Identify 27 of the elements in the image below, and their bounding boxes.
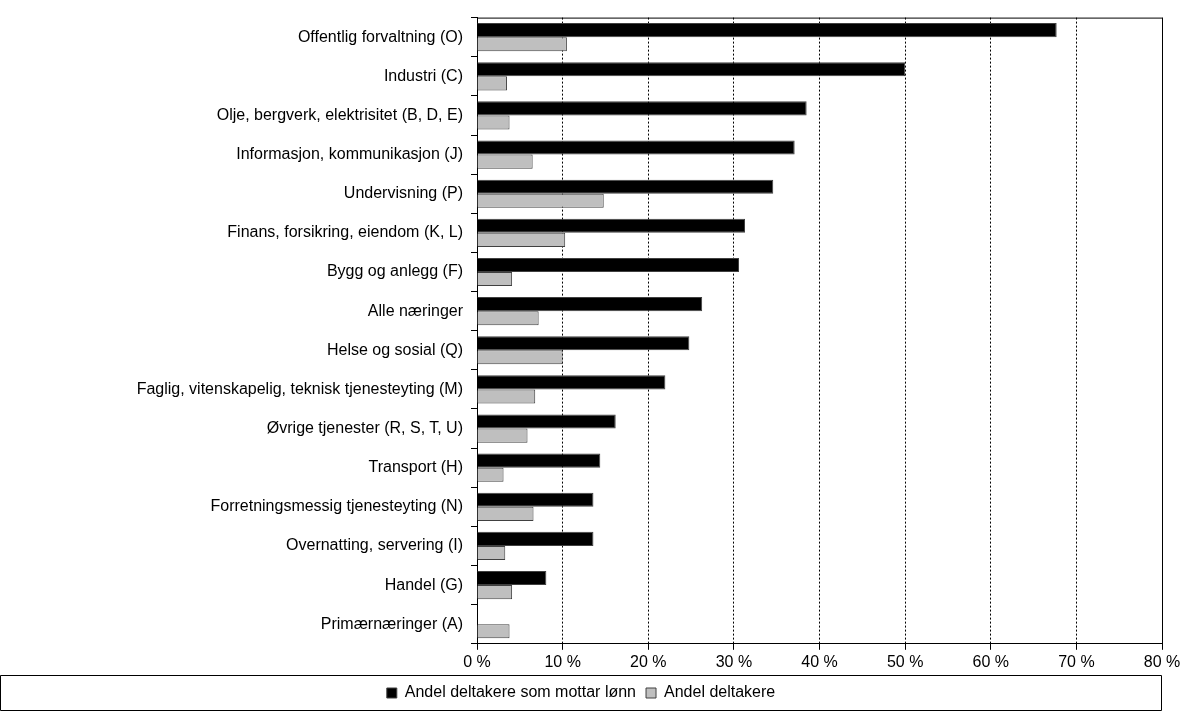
x-tick-label: 0 % [463, 652, 491, 670]
y-tick-label: Undervisning (P) [343, 184, 463, 202]
y-tick-label: Overnatting, servering (I) [286, 536, 463, 554]
x-tick-label: 40 % [801, 652, 838, 670]
legend-label: Andel deltakere [664, 683, 776, 701]
y-tick-label: Øvrige tjenester (R, S, T, U) [266, 418, 463, 436]
y-tick-label: Helse og sosial (Q) [326, 340, 463, 358]
y-tick-label: Alle næringer [367, 301, 464, 319]
x-tick-label: 80 % [1143, 652, 1181, 670]
x-tick-label: 50 % [886, 652, 924, 670]
y-tick-label: Handel (G) [384, 575, 463, 593]
x-tick-label: 10 % [544, 652, 581, 670]
y-tick-label: Forretningsmessig tjenesteyting (N) [210, 497, 463, 515]
y-tick-label: Faglig, vitenskapelig, teknisk tjenesteyting (M) [136, 379, 463, 397]
y-tick-label: Industri (C) [383, 66, 463, 84]
y-tick-label: Transport (H) [368, 458, 463, 476]
x-tick-label: 30 % [715, 652, 753, 670]
x-tick-label: 60 % [972, 652, 1009, 670]
y-tick-label: Finans, forsikring, eiendom (K, L) [227, 223, 463, 241]
y-tick-label: Offentlig forvaltning (O) [297, 27, 463, 45]
x-tick-label: 70 % [1058, 652, 1095, 670]
y-tick-label: Olje, bergverk, elektrisitet (B, D, E) [216, 105, 463, 123]
y-tick-label: Bygg og anlegg (F) [326, 262, 463, 280]
y-tick-label: Primærnæringer (A) [320, 614, 463, 632]
y-tick-label: Informasjon, kommunikasjon (J) [236, 144, 463, 162]
x-tick-label: 20 % [630, 652, 667, 670]
legend-label: Andel deltakere som mottar lønn [404, 683, 637, 701]
